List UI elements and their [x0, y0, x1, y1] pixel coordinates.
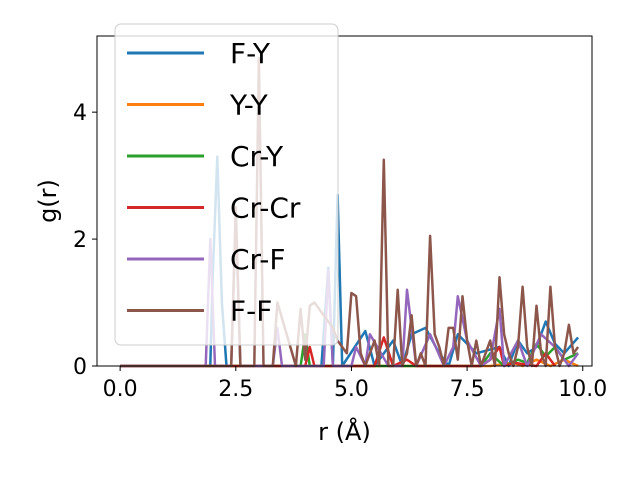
y-tick-label: 4: [73, 101, 87, 126]
legend-label-cr-cr: Cr-Cr: [230, 192, 301, 225]
axes-layer: 0.0 2.5 5.0 7.5 10.0 0 2 4: [73, 35, 607, 402]
y-tick-label: 0: [73, 355, 87, 380]
x-tick-label: 7.5: [450, 377, 485, 402]
y-axis-label: g(r): [34, 179, 62, 223]
x-tick-label: 0.0: [103, 377, 138, 402]
legend: F-Y Y-Y Cr-Y Cr-Cr Cr-F F-F: [114, 23, 339, 346]
legend-label-cr-f: Cr-F: [230, 243, 285, 276]
x-tick-label: 5.0: [334, 377, 369, 402]
series-line-f-f: [120, 56, 580, 368]
legend-label-cr-y: Cr-Y: [230, 140, 284, 173]
legend-label-y-y: Y-Y: [229, 89, 269, 122]
y-tick-label: 2: [73, 228, 87, 253]
x-tick-label: 2.5: [218, 377, 253, 402]
x-axis-label: r (Å): [318, 417, 371, 446]
legend-box: [114, 23, 339, 346]
legend-label-f-y: F-Y: [230, 37, 271, 70]
legend-label-f-f: F-F: [230, 295, 272, 328]
axes-frame: [96, 35, 593, 367]
x-tick-label: 10.0: [558, 377, 607, 402]
